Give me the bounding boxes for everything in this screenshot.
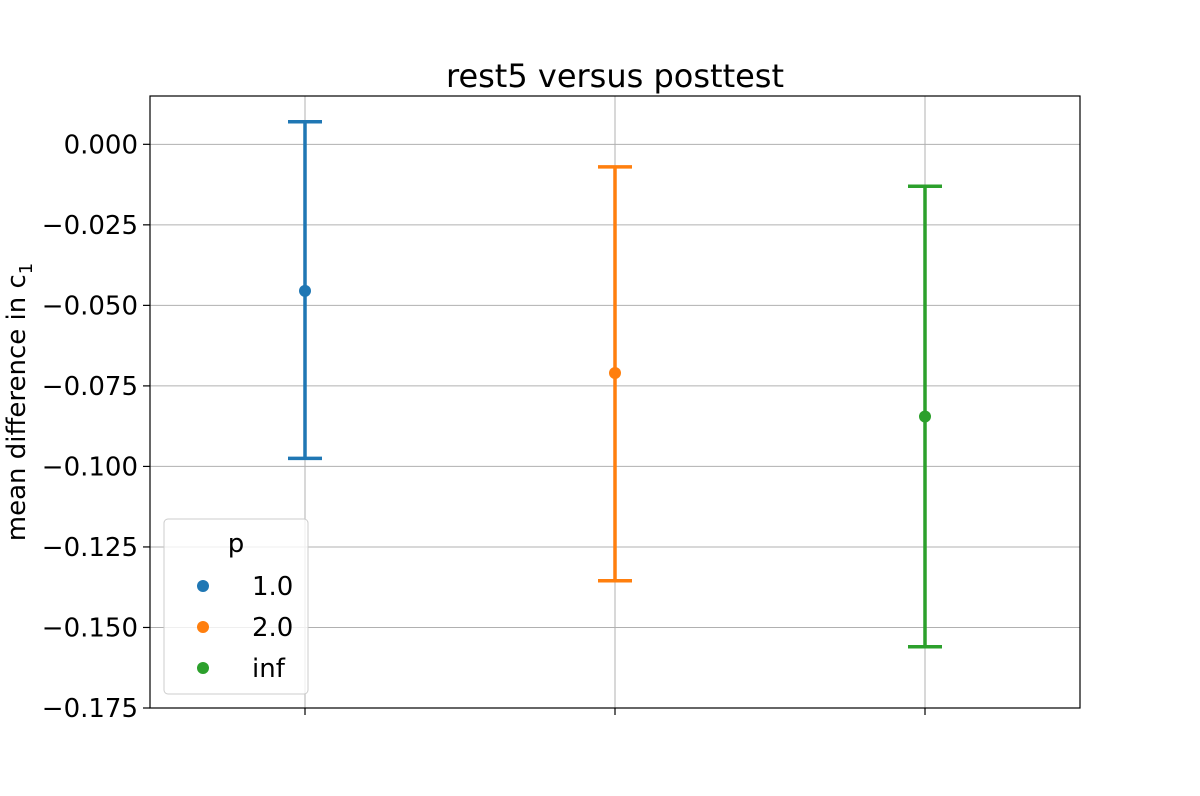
series-inf [908,184,942,649]
data-point [919,410,931,423]
legend-box [163,518,309,695]
y-tick-label: −0.075 [42,372,138,402]
legend-marker [197,621,209,633]
y-tick-label: −0.125 [42,533,138,563]
legend-title: p [228,529,245,559]
legend-label: inf [252,654,286,684]
legend-items: 1.0 2.0 inf [197,572,293,684]
legend-label: 2.0 [252,613,293,643]
series-layer [288,120,942,649]
y-axis-label-text: mean difference in c [2,274,32,541]
y-axis: 0.000 −0.025 −0.050 −0.075 −0.100 −0.125 −0.15… [42,130,150,724]
legend-label: 1.0 [252,572,293,602]
y-tick-label: −0.175 [42,694,138,724]
chart-title: rest5 versus posttest [446,57,784,95]
y-axis-label: mean difference in c1 [2,263,37,542]
series-2.0 [598,165,632,583]
y-tick-label: −0.100 [42,452,138,482]
y-tick-label: −0.050 [42,291,138,321]
y-axis-label-subscript: 1 [16,263,37,274]
x-axis [304,708,926,715]
data-point [299,284,311,297]
series-1.0 [288,120,322,461]
y-tick-label: −0.150 [42,613,138,643]
legend-marker [197,580,209,592]
legend-marker [197,662,209,674]
legend: p 1.0 2.0 inf [163,518,309,695]
data-point [609,367,621,380]
y-tick-label: −0.025 [42,211,138,241]
y-tick-label: 0.000 [64,130,138,160]
